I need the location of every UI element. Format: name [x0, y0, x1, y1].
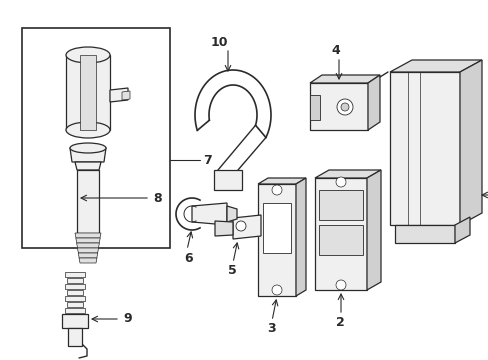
- Text: 6: 6: [183, 252, 192, 265]
- Ellipse shape: [335, 177, 346, 187]
- Polygon shape: [77, 170, 99, 233]
- Polygon shape: [70, 148, 106, 162]
- Polygon shape: [65, 272, 85, 277]
- Polygon shape: [67, 290, 83, 295]
- Ellipse shape: [271, 185, 282, 195]
- Polygon shape: [258, 178, 305, 184]
- Polygon shape: [459, 60, 481, 225]
- Text: 9: 9: [123, 312, 131, 325]
- Polygon shape: [65, 308, 85, 313]
- Polygon shape: [314, 178, 366, 290]
- Polygon shape: [318, 190, 362, 220]
- Polygon shape: [394, 225, 454, 243]
- Text: 10: 10: [210, 36, 228, 49]
- Text: 2: 2: [335, 315, 344, 328]
- Polygon shape: [65, 284, 85, 289]
- Polygon shape: [67, 278, 83, 283]
- Polygon shape: [232, 215, 261, 239]
- Polygon shape: [295, 178, 305, 296]
- Polygon shape: [389, 72, 459, 225]
- Ellipse shape: [340, 103, 348, 111]
- Polygon shape: [66, 55, 110, 130]
- Ellipse shape: [336, 99, 352, 115]
- Polygon shape: [65, 296, 85, 301]
- Text: 3: 3: [266, 321, 275, 334]
- Polygon shape: [80, 55, 96, 130]
- Text: 4: 4: [330, 44, 339, 57]
- Polygon shape: [122, 91, 130, 100]
- Polygon shape: [75, 233, 101, 238]
- Text: 8: 8: [153, 192, 162, 204]
- Polygon shape: [226, 206, 237, 222]
- Polygon shape: [192, 203, 226, 225]
- Polygon shape: [309, 95, 319, 120]
- Ellipse shape: [70, 143, 106, 153]
- Polygon shape: [366, 170, 380, 290]
- Polygon shape: [263, 203, 290, 253]
- Polygon shape: [110, 88, 128, 102]
- Polygon shape: [314, 170, 380, 178]
- Polygon shape: [76, 238, 100, 243]
- Text: 5: 5: [227, 265, 236, 278]
- Polygon shape: [454, 217, 469, 243]
- Text: 7: 7: [203, 153, 211, 166]
- Polygon shape: [389, 60, 481, 72]
- Bar: [22, 28, 170, 248]
- Polygon shape: [77, 243, 99, 248]
- Polygon shape: [318, 225, 362, 255]
- Ellipse shape: [66, 122, 110, 138]
- Polygon shape: [215, 221, 232, 236]
- Polygon shape: [78, 253, 98, 258]
- Polygon shape: [309, 83, 367, 130]
- Ellipse shape: [335, 280, 346, 290]
- Polygon shape: [79, 258, 97, 263]
- Polygon shape: [214, 170, 242, 190]
- Polygon shape: [68, 328, 82, 346]
- Polygon shape: [75, 162, 101, 170]
- Polygon shape: [367, 75, 379, 130]
- Polygon shape: [67, 302, 83, 307]
- Polygon shape: [258, 184, 295, 296]
- Polygon shape: [77, 248, 99, 253]
- Polygon shape: [309, 75, 379, 83]
- Ellipse shape: [236, 221, 245, 231]
- Polygon shape: [62, 314, 88, 328]
- Ellipse shape: [66, 47, 110, 63]
- Ellipse shape: [271, 285, 282, 295]
